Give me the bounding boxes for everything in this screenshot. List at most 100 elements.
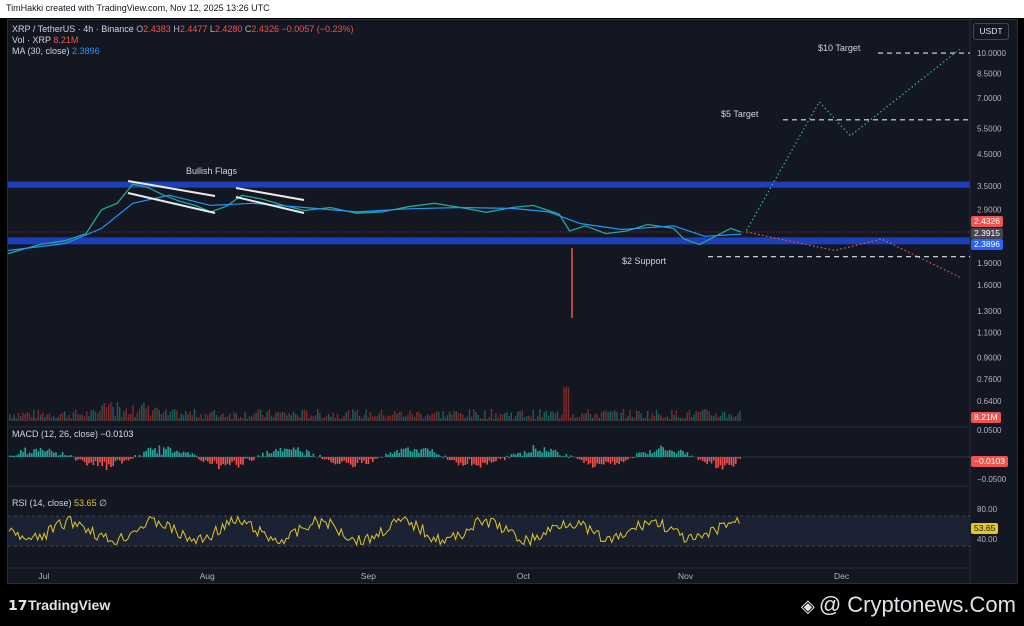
macd-bar xyxy=(20,449,22,457)
volume-bar xyxy=(600,412,603,421)
macd-bar xyxy=(350,457,352,465)
macd-bar xyxy=(132,457,134,459)
macd-bar xyxy=(61,451,64,457)
volume-bar xyxy=(424,416,427,421)
macd-bar xyxy=(68,455,70,457)
volume-bar xyxy=(191,415,193,421)
volume-bar xyxy=(44,417,46,421)
macd-bar xyxy=(114,457,117,462)
macd-bar xyxy=(325,457,328,460)
volume-bar xyxy=(174,409,176,421)
volume-bar xyxy=(143,402,145,421)
macd-bar xyxy=(163,447,165,457)
volume-bar xyxy=(543,411,545,421)
volume-bar xyxy=(321,418,323,421)
macd-bar xyxy=(638,452,640,457)
macd-bar xyxy=(50,450,53,457)
volume-bar xyxy=(213,409,215,421)
macd-bar xyxy=(42,450,44,457)
volume-bar xyxy=(550,411,552,421)
macd-bar xyxy=(268,453,271,457)
volume-bar xyxy=(565,386,567,421)
macd-bar xyxy=(411,451,414,457)
macd-bar xyxy=(66,455,68,457)
macd-bar xyxy=(297,447,299,457)
macd-histogram xyxy=(8,445,970,470)
volume-bar xyxy=(649,418,651,421)
volume-bar xyxy=(275,412,277,421)
y-tick-label: 2.9000 xyxy=(977,206,1002,215)
macd-bar xyxy=(596,457,598,464)
volume-bar xyxy=(416,412,418,421)
macd-bar xyxy=(86,457,88,466)
macd-bar xyxy=(334,457,337,465)
macd-bar xyxy=(288,449,290,457)
macd-bar xyxy=(627,457,629,460)
volume-bar xyxy=(59,414,61,421)
macd-bar xyxy=(266,450,268,457)
macd-bar xyxy=(552,450,554,457)
volume-bar xyxy=(400,411,402,421)
mid-price-badge: 2.3915 xyxy=(971,228,1003,239)
macd-bar xyxy=(185,452,187,457)
volume-bar xyxy=(72,412,75,421)
macd-bar xyxy=(543,447,546,457)
macd-bar xyxy=(244,457,246,459)
volume-bar xyxy=(127,414,130,421)
volume-bar xyxy=(317,409,319,421)
ohlc-legend: XRP / TetherUS · 4h · Binance O2.4383 H2… xyxy=(12,24,354,35)
ma-legend: MA (30, close) 2.3896 xyxy=(12,46,100,57)
volume-bar xyxy=(160,414,163,421)
volume-bar xyxy=(119,407,121,421)
macd-bar xyxy=(488,457,491,461)
volume-bar xyxy=(138,408,141,421)
volume-bar xyxy=(130,413,132,421)
macd-bar xyxy=(262,452,264,457)
bullish-flags-label: Bullish Flags xyxy=(186,166,238,176)
volume-bar xyxy=(677,417,680,421)
currency-button[interactable]: USDT xyxy=(973,23,1009,40)
macd-bar xyxy=(616,457,618,464)
volume-bar xyxy=(70,418,72,421)
macd-bar xyxy=(732,457,735,467)
low-value: 2.4280 xyxy=(214,24,243,34)
macd-bar xyxy=(15,455,18,457)
volume-bar xyxy=(420,414,422,421)
price-chart-svg[interactable]: 10.0000 8.5000 7.0000 5.5000 4.5000 3.5000 2.9… xyxy=(8,20,1017,583)
macd-bar xyxy=(64,455,66,457)
bullish-projection-path xyxy=(745,48,960,231)
macd-bar xyxy=(594,457,596,467)
volume-bar xyxy=(136,412,138,421)
macd-bar xyxy=(213,457,216,461)
volume-bar xyxy=(229,413,231,421)
macd-bar xyxy=(46,450,48,457)
chart-area[interactable]: 10.0000 8.5000 7.0000 5.5000 4.5000 3.5000 2.9… xyxy=(7,19,1018,584)
volume-bar xyxy=(53,415,55,421)
x-tick-label: Aug xyxy=(200,571,215,581)
macd-bar xyxy=(497,457,499,459)
macd-bar xyxy=(603,457,605,465)
volume-bar xyxy=(499,414,501,421)
macd-bar xyxy=(396,450,398,457)
macd-bar xyxy=(202,457,205,463)
volume-bar xyxy=(277,411,279,421)
volume-bar xyxy=(226,416,229,421)
macd-bar xyxy=(570,455,572,457)
y-tick-label: 7.0000 xyxy=(977,94,1002,103)
macd-bar xyxy=(231,457,233,462)
macd-bar xyxy=(9,455,11,457)
macd-bar xyxy=(644,452,647,457)
volume-bar xyxy=(739,411,741,421)
volume-bar xyxy=(116,402,119,421)
x-tick-label: Jul xyxy=(38,571,49,581)
macd-bar xyxy=(167,446,169,457)
volume-bar xyxy=(497,417,499,421)
macd-bar xyxy=(182,451,185,457)
volume-bar xyxy=(154,407,156,421)
macd-bar xyxy=(649,450,651,457)
macd-bar xyxy=(515,454,517,457)
macd-bar xyxy=(669,449,671,457)
volume-bar xyxy=(251,416,253,421)
macd-bar xyxy=(572,456,574,457)
macd-bar xyxy=(466,457,469,464)
